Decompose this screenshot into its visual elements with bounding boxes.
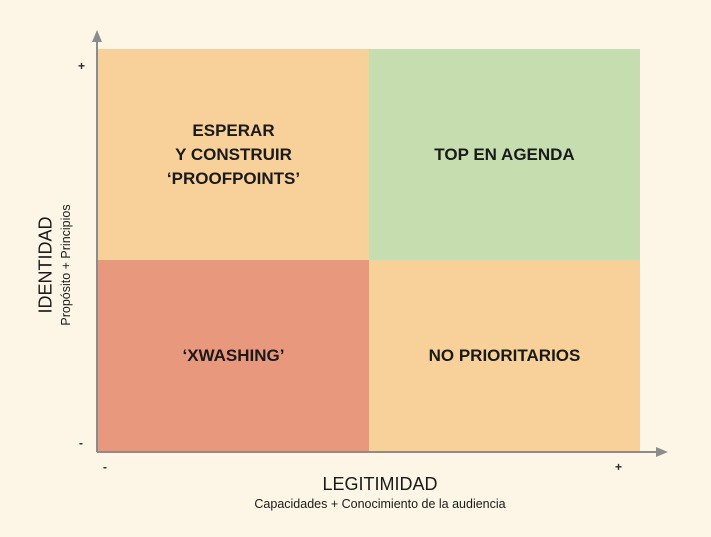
quadrant-bottom-right: NO PRIORITARIOS	[369, 260, 640, 452]
quadrant-top-right-label: TOP EN AGENDA	[434, 144, 575, 164]
x-axis-max-label: +	[615, 460, 623, 474]
quadrant-top-left-label: ESPERAR Y CONSTRUIR ‘PROOFPOINTS’	[166, 120, 301, 188]
y-axis-subtitle: Propósito + Principios	[59, 204, 73, 326]
x-axis-title: LEGITIMIDAD	[322, 474, 438, 494]
y-axis-min-label: -	[79, 436, 83, 450]
x-axis-min-label: -	[103, 460, 107, 474]
quadrant-top-left: ESPERAR Y CONSTRUIR ‘PROOFPOINTS’	[98, 49, 369, 260]
x-axis-arrow-icon	[656, 447, 668, 457]
quadrant-bottom-left: ‘XWASHING’	[98, 260, 369, 452]
y-axis-title: IDENTIDAD	[35, 216, 56, 314]
quadrant-bottom-left-label: ‘XWASHING’	[182, 346, 285, 365]
quadrant-bottom-right-label: NO PRIORITARIOS	[428, 346, 581, 365]
quadrant-top-right: TOP EN AGENDA	[369, 49, 640, 260]
y-axis-arrow-icon	[92, 30, 102, 42]
y-axis-title-group: IDENTIDAD Propósito + Principios	[30, 140, 80, 390]
x-axis-subtitle: Capacidades + Conocimiento de la audienc…	[254, 497, 506, 511]
y-axis-max-label: +	[78, 59, 86, 73]
